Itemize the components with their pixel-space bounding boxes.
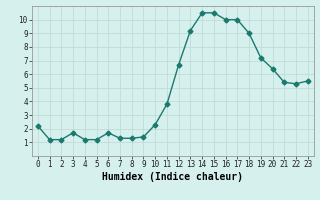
X-axis label: Humidex (Indice chaleur): Humidex (Indice chaleur) xyxy=(102,172,243,182)
